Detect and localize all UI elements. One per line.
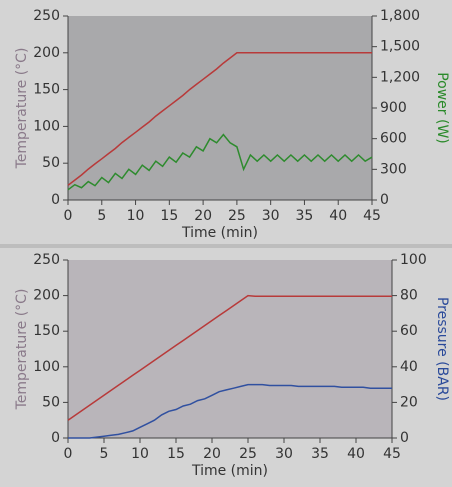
y-tick-label: 150 [33, 82, 60, 98]
y-axis-title: Temperature (°C) [14, 48, 30, 170]
x-tick-label: 40 [329, 208, 347, 224]
plot-area [68, 16, 372, 200]
x-tick-label: 35 [296, 208, 314, 224]
y2-tick-label: 300 [380, 161, 407, 177]
y-tick-label: 50 [42, 394, 60, 410]
y2-tick-label: 0 [400, 430, 409, 446]
x-tick-label: 25 [239, 446, 257, 462]
y2-tick-label: 80 [400, 288, 418, 304]
x-tick-label: 0 [64, 208, 73, 224]
x-tick-label: 10 [127, 208, 145, 224]
y2-tick-label: 40 [400, 359, 418, 375]
x-tick-label: 40 [347, 446, 365, 462]
page: 05010015020025003006009001,2001,5001,800… [0, 0, 452, 487]
y2-axis-title: Pressure (BAR) [434, 297, 450, 401]
y-tick-label: 200 [33, 45, 60, 61]
y-tick-label: 250 [33, 8, 60, 24]
y2-axis-title: Power (W) [434, 72, 450, 144]
x-tick-label: 30 [262, 208, 280, 224]
x-tick-label: 45 [363, 208, 381, 224]
x-tick-label: 25 [228, 208, 246, 224]
y2-tick-label: 600 [380, 131, 407, 147]
y2-tick-label: 900 [380, 100, 407, 116]
x-axis-title: Time (min) [181, 225, 258, 241]
divider [0, 244, 452, 248]
x-tick-label: 15 [160, 208, 178, 224]
y-tick-label: 0 [51, 430, 60, 446]
x-tick-label: 5 [100, 446, 109, 462]
y2-tick-label: 1,800 [380, 8, 420, 24]
x-tick-label: 45 [383, 446, 401, 462]
y-tick-label: 0 [51, 192, 60, 208]
y-tick-label: 100 [33, 359, 60, 375]
x-tick-label: 15 [167, 446, 185, 462]
x-tick-label: 0 [64, 446, 73, 462]
y2-tick-label: 100 [400, 252, 427, 268]
y-tick-label: 100 [33, 118, 60, 134]
y-tick-label: 50 [42, 155, 60, 171]
x-axis-title: Time (min) [191, 463, 268, 479]
x-tick-label: 20 [203, 446, 221, 462]
chart-photo: 05010015020025003006009001,2001,5001,800… [0, 0, 452, 487]
y2-tick-label: 1,200 [380, 69, 420, 85]
x-tick-label: 35 [311, 446, 329, 462]
y2-tick-label: 0 [380, 192, 389, 208]
y-tick-label: 150 [33, 323, 60, 339]
x-tick-label: 5 [97, 208, 106, 224]
y2-tick-label: 20 [400, 394, 418, 410]
x-tick-label: 20 [194, 208, 212, 224]
y2-tick-label: 1,500 [380, 39, 420, 55]
y-tick-label: 250 [33, 252, 60, 268]
y2-tick-label: 60 [400, 323, 418, 339]
y-axis-title: Temperature (°C) [14, 289, 30, 411]
y-tick-label: 200 [33, 288, 60, 304]
plot-area [68, 260, 392, 438]
x-tick-label: 10 [131, 446, 149, 462]
x-tick-label: 30 [275, 446, 293, 462]
